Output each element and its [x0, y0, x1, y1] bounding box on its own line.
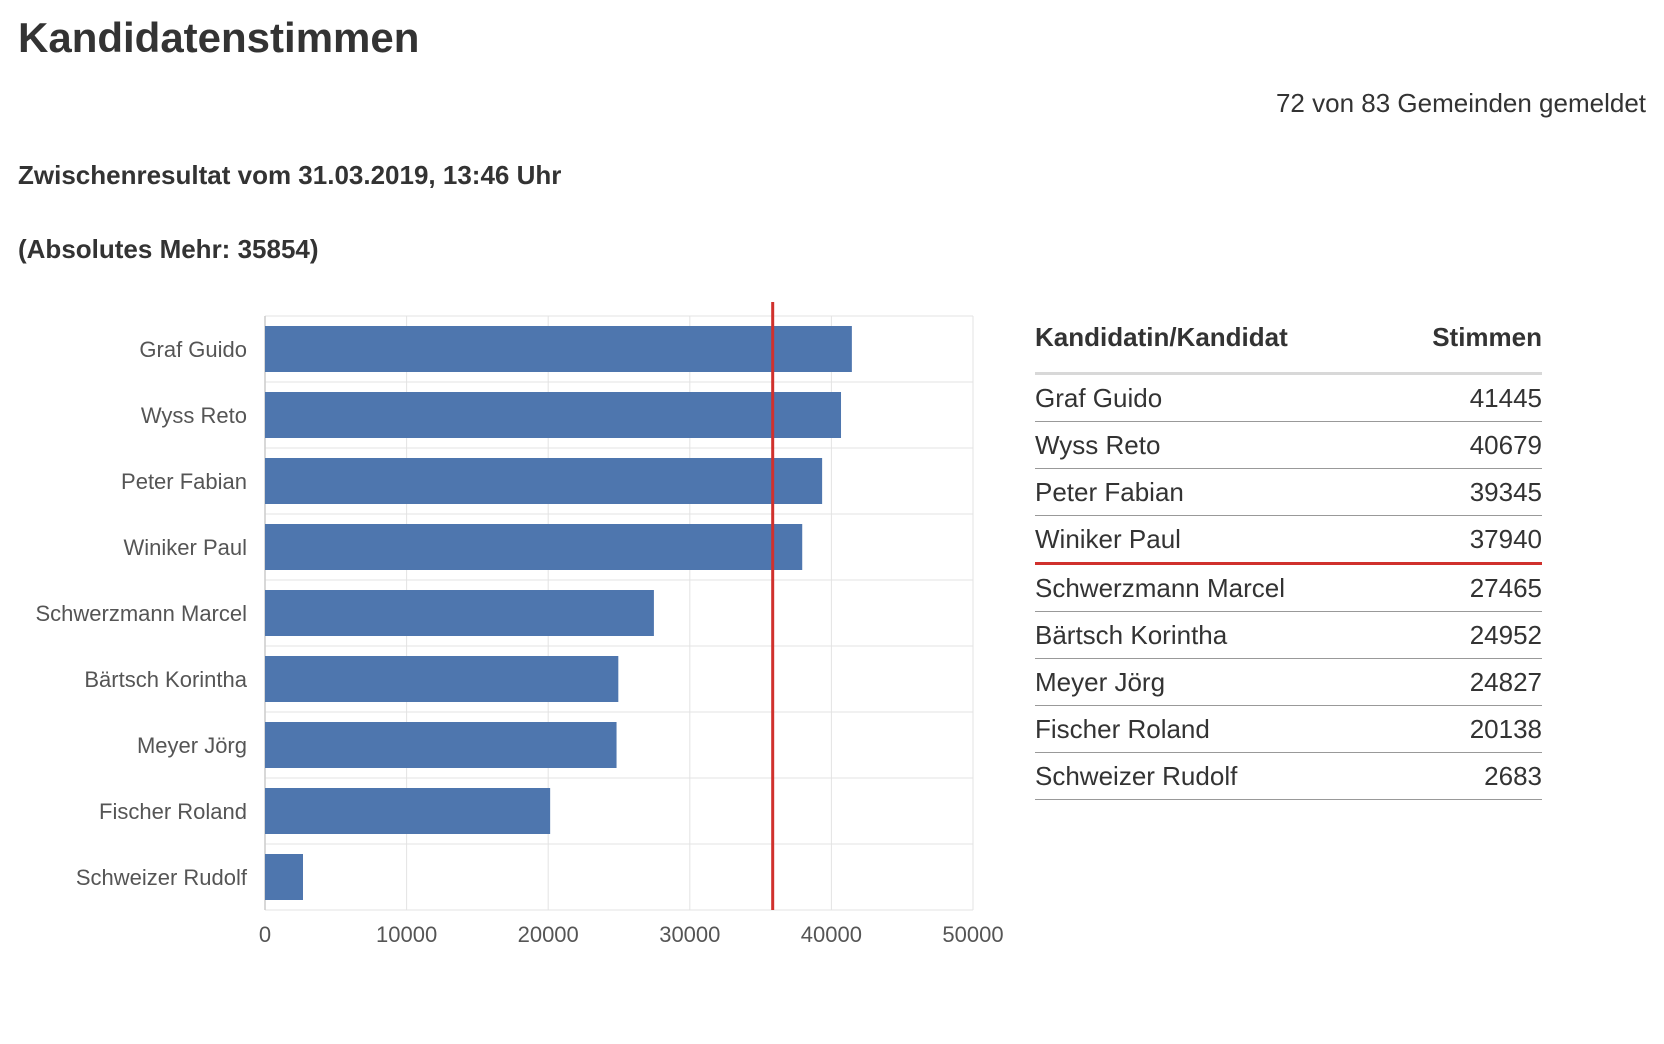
category-label: Fischer Roland	[99, 799, 247, 824]
table-row: Wyss Reto 40679	[1035, 421, 1542, 469]
category-label: Bärtsch Korintha	[84, 667, 247, 692]
category-label: Winiker Paul	[124, 535, 247, 560]
category-label: Schweizer Rudolf	[76, 865, 248, 890]
x-tick-label: 40000	[801, 922, 862, 947]
x-tick-label: 10000	[376, 922, 437, 947]
x-tick-label: 20000	[518, 922, 579, 947]
table-row: Bärtsch Korintha 24952	[1035, 611, 1542, 659]
column-header-candidate: Kandidatin/Kandidat	[1035, 316, 1389, 375]
votes-cell: 40679	[1388, 421, 1542, 469]
bar	[265, 458, 823, 504]
category-label: Graf Guido	[139, 337, 247, 362]
candidate-votes-chart: Graf Guido Wyss Reto Peter Fabian Winiker P…	[35, 302, 1004, 947]
votes-cell: 41445	[1388, 373, 1542, 422]
bar	[265, 590, 654, 636]
category-label: Peter Fabian	[121, 469, 247, 494]
x-tick-label: 30000	[659, 922, 720, 947]
bar	[265, 392, 842, 438]
reported-municipalities: 72 von 83 Gemeinden gemeldet	[1275, 88, 1646, 118]
table-row: Winiker Paul 37940	[1035, 515, 1542, 565]
candidate-name-cell: Schwerzmann Marcel	[1035, 563, 1389, 612]
table-row: Schwerzmann Marcel 27465	[1035, 563, 1542, 612]
candidate-name-cell: Meyer Jörg	[1035, 658, 1389, 706]
votes-cell: 2683	[1388, 752, 1542, 800]
category-label: Meyer Jörg	[137, 733, 247, 758]
page-title: Kandidatenstimmen	[18, 14, 420, 61]
absolute-majority-label: (Absolutes Mehr: 35854)	[18, 234, 319, 264]
results-table-body: Graf Guido 41445 Wyss Reto 40679 Peter Fabia…	[1035, 373, 1542, 800]
x-tick-label: 50000	[942, 922, 1003, 947]
table-row: Meyer Jörg 24827	[1035, 658, 1542, 706]
bar	[265, 722, 617, 768]
interim-result-label: Zwischenresultat vom 31.03.2019, 13:46 U…	[18, 160, 562, 190]
votes-cell: 24952	[1388, 611, 1542, 659]
column-header-votes: Stimmen	[1388, 316, 1542, 375]
candidate-name-cell: Winiker Paul	[1035, 515, 1389, 565]
bar	[265, 524, 803, 570]
votes-cell: 27465	[1388, 563, 1542, 612]
x-tick-label: 0	[259, 922, 271, 947]
category-label: Schwerzmann Marcel	[35, 601, 247, 626]
results-table: Kandidatin/Kandidat Stimmen Graf Guido 41…	[1035, 316, 1542, 800]
candidate-name-cell: Graf Guido	[1035, 373, 1389, 422]
bar	[265, 788, 551, 834]
table-row: Peter Fabian 39345	[1035, 468, 1542, 516]
votes-cell: 37940	[1388, 515, 1542, 565]
category-label: Wyss Reto	[141, 403, 247, 428]
candidate-name-cell: Peter Fabian	[1035, 468, 1389, 516]
votes-cell: 24827	[1388, 658, 1542, 706]
bar	[265, 854, 303, 900]
votes-cell: 39345	[1388, 468, 1542, 516]
candidate-name-cell: Fischer Roland	[1035, 705, 1389, 753]
candidate-name-cell: Bärtsch Korintha	[1035, 611, 1389, 659]
candidate-name-cell: Wyss Reto	[1035, 421, 1389, 469]
table-header-row: Kandidatin/Kandidat Stimmen	[1035, 316, 1542, 375]
table-row: Schweizer Rudolf 2683	[1035, 752, 1542, 800]
table-row: Fischer Roland 20138	[1035, 705, 1542, 753]
table-row: Graf Guido 41445	[1035, 373, 1542, 422]
votes-cell: 20138	[1388, 705, 1542, 753]
candidate-name-cell: Schweizer Rudolf	[1035, 752, 1389, 800]
bar	[265, 656, 619, 702]
bar	[265, 326, 852, 372]
